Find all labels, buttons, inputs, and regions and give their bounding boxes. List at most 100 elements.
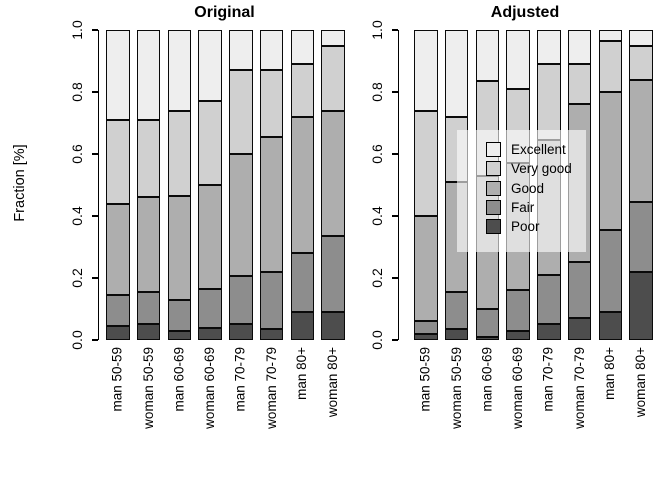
bar-segment <box>567 64 592 105</box>
legend-label: Very good <box>511 161 572 177</box>
bar-segment <box>167 330 191 340</box>
bar-segment <box>321 30 345 46</box>
bar-segment <box>506 330 530 340</box>
bar-segment <box>537 324 561 340</box>
bar-segment <box>290 64 314 117</box>
stacked-bar <box>259 30 284 340</box>
y-axis-tick <box>391 339 398 341</box>
bar-segment <box>106 119 130 204</box>
y-axis-tick <box>391 91 398 93</box>
chart-title-original: Original <box>194 4 255 21</box>
stacked-bar <box>290 30 314 340</box>
bar-segment <box>136 291 161 325</box>
bar-segment <box>198 101 222 185</box>
bar-segment <box>229 70 253 154</box>
bar-segment <box>259 136 284 272</box>
bar-segment <box>629 30 653 46</box>
bar-segment <box>475 30 499 82</box>
y-axis-tick <box>91 29 98 31</box>
y-axis-tick <box>391 215 398 217</box>
bar-segment <box>414 321 438 334</box>
stacked-bar <box>598 30 622 340</box>
bar-segment <box>198 184 222 289</box>
bar-segment <box>567 262 592 319</box>
bar-segment <box>598 229 622 313</box>
bar-segment <box>444 30 469 117</box>
bar-segment <box>198 288 222 328</box>
bar-segment <box>321 45 345 111</box>
bar-segment <box>629 79 653 203</box>
bar-segment <box>229 153 253 277</box>
bar-segment <box>537 64 561 141</box>
stacked-bar <box>136 30 161 340</box>
bar-segment <box>475 308 499 337</box>
bar-segment <box>321 110 345 237</box>
bar-segment <box>629 202 653 272</box>
bar-segment <box>567 318 592 340</box>
legend-item: Good <box>457 179 586 198</box>
legend-swatch-fair <box>486 200 501 216</box>
bar-segment <box>414 110 438 216</box>
bar-segment <box>106 203 130 296</box>
bar-segment <box>259 271 284 330</box>
stacked-bar <box>106 30 130 340</box>
bar-segment <box>167 30 191 111</box>
bar-segment <box>444 329 469 340</box>
bar-segment <box>290 253 314 313</box>
bar-segment <box>444 291 469 330</box>
legend-swatch-excellent <box>486 142 501 158</box>
bar-segment <box>506 290 530 331</box>
bar-segment <box>198 30 222 102</box>
bar-segment <box>414 333 438 340</box>
bar-segment <box>106 326 130 340</box>
bar-segment <box>629 271 653 340</box>
y-axis-tick <box>91 215 98 217</box>
legend-label: Poor <box>511 219 540 235</box>
legend-swatch-very-good <box>486 161 501 177</box>
stacked-bar <box>198 30 222 340</box>
stacked-bar <box>167 30 191 340</box>
bar-segment <box>567 30 592 65</box>
y-axis-tick <box>391 277 398 279</box>
bar-segment <box>167 110 191 196</box>
y-axis-tick <box>391 153 398 155</box>
plot-area-original: 0.0 0.2 0.4 0.6 0.8 1.0 man 50-59 woman 50-59 ma… <box>69 20 352 429</box>
bar-segment <box>290 30 314 65</box>
bar-segment <box>537 274 561 325</box>
bar-segment <box>136 30 161 120</box>
bar-segment <box>259 70 284 137</box>
bar-segment <box>136 119 161 198</box>
bar-segment <box>321 312 345 340</box>
bar-segment <box>414 30 438 111</box>
bar-segment <box>106 295 130 327</box>
y-axis-tick <box>391 29 398 31</box>
y-axis-tick <box>91 91 98 93</box>
bar-segment <box>198 327 222 340</box>
bar-segment <box>414 215 438 322</box>
bar-segment <box>136 324 161 340</box>
legend-item: Very good <box>457 159 586 178</box>
legend-swatch-poor <box>486 219 501 235</box>
chart-title-adjusted: Adjusted <box>490 4 560 21</box>
bar-segment <box>259 30 284 71</box>
bar-segment <box>475 336 499 340</box>
legend-label: Good <box>511 180 545 196</box>
bar-segment <box>506 30 530 89</box>
legend-swatch-good <box>486 180 501 196</box>
y-axis-tick <box>91 277 98 279</box>
bar-segment <box>167 195 191 300</box>
bar-segment <box>167 299 191 331</box>
bar-segment <box>598 30 622 41</box>
legend-item: Excellent <box>457 140 586 159</box>
legend-label: Excellent <box>511 142 566 158</box>
bar-segment <box>106 30 130 120</box>
stacked-bar <box>629 30 653 340</box>
y-axis-tick <box>91 153 98 155</box>
bar-segment <box>629 45 653 80</box>
y-axis-tick <box>91 339 98 341</box>
bar-segment <box>229 324 253 340</box>
legend-label: Fair <box>511 200 535 216</box>
bar-segment <box>290 312 314 340</box>
legend: Excellent Very good Good Fair Poor <box>457 130 586 252</box>
